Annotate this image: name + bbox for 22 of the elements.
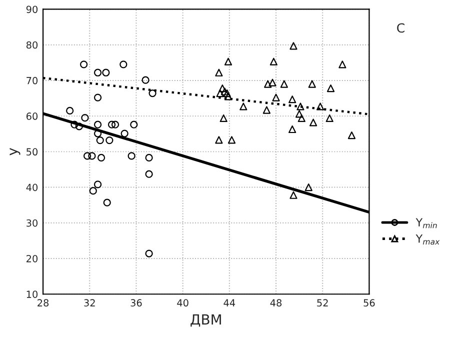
x-tick-label: 56	[364, 299, 375, 307]
x-tick-label: 44	[224, 299, 236, 306]
x-tick-label: 40	[177, 299, 188, 307]
y-tick-label: 30	[26, 219, 38, 227]
x-tick-label: 48	[270, 299, 282, 307]
y-tick-label: 90	[26, 6, 38, 14]
legend-label: Y$_{max}$	[416, 234, 440, 245]
text: C	[397, 23, 404, 33]
x-tick-label: 52	[317, 299, 328, 307]
x-axis-title: ДВМ	[190, 314, 221, 327]
legend-label: Y$_{min}$	[416, 218, 437, 228]
y-tick-label: 70	[26, 76, 38, 84]
x-tick-label: 28	[38, 299, 49, 307]
x-tick-label: 36	[130, 299, 142, 307]
y-tick-label: 20	[26, 254, 38, 262]
y-tick-label: 50	[26, 148, 38, 156]
y-axis-title: y	[10, 148, 20, 156]
y-tick-label: 10	[26, 290, 38, 298]
x-tick-label: 32	[84, 299, 95, 307]
y-tick-label: 40	[26, 184, 38, 192]
y-tick-label: 80	[26, 41, 38, 49]
y-tick-label: 60	[26, 112, 38, 120]
